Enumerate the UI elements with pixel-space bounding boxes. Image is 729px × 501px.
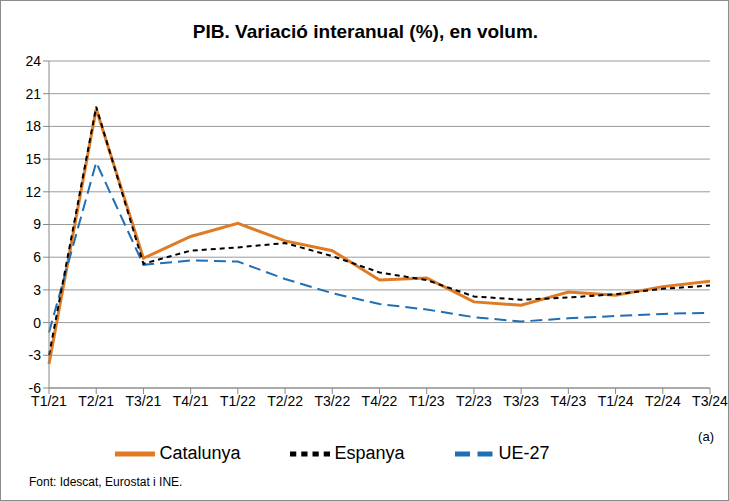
svg-text:T4/21: T4/21 <box>173 393 209 409</box>
svg-text:T3/21: T3/21 <box>126 393 162 409</box>
svg-text:T3/22: T3/22 <box>314 393 350 409</box>
svg-text:T4/23: T4/23 <box>550 393 586 409</box>
svg-text:24: 24 <box>25 53 41 69</box>
svg-text:T4/22: T4/22 <box>362 393 398 409</box>
svg-text:T2/21: T2/21 <box>78 393 114 409</box>
svg-text:T2/23: T2/23 <box>456 393 492 409</box>
svg-text:T1/23: T1/23 <box>409 393 445 409</box>
svg-text:9: 9 <box>33 216 41 232</box>
svg-text:12: 12 <box>25 184 41 200</box>
svg-text:T1/21: T1/21 <box>31 392 67 409</box>
svg-text:T2/22: T2/22 <box>267 393 303 409</box>
html-text:Espanya: Espanya <box>334 442 405 463</box>
svg-text:18: 18 <box>25 118 41 134</box>
svg-text:6: 6 <box>33 249 41 265</box>
svg-text:T2/24: T2/24 <box>645 393 681 409</box>
svg-text:15: 15 <box>25 151 41 167</box>
svg-text:T3/24: T3/24 <box>692 393 721 409</box>
svg-text:T1/22: T1/22 <box>220 393 256 409</box>
svg-text:-6: -6 <box>29 380 42 396</box>
svg-text:3: 3 <box>33 282 41 298</box>
html-text:Font: Idescat, Eurostat i INE.: Font: Idescat, Eurostat i INE. <box>29 475 183 489</box>
svg-text:0: 0 <box>33 315 41 331</box>
svg-text:T3/23: T3/23 <box>503 393 539 409</box>
svg-text:-3: -3 <box>29 347 42 363</box>
html-text:PIB. Variació interanual (%),: PIB. Variació interanual (%), en volum. <box>192 21 539 42</box>
svg-text:21: 21 <box>25 86 41 102</box>
html-text:Catalunya: Catalunya <box>159 442 241 463</box>
html-text:UE-27: UE-27 <box>498 442 550 463</box>
html-text:(a): (a) <box>698 429 714 444</box>
svg-text:T1/24: T1/24 <box>598 393 634 409</box>
